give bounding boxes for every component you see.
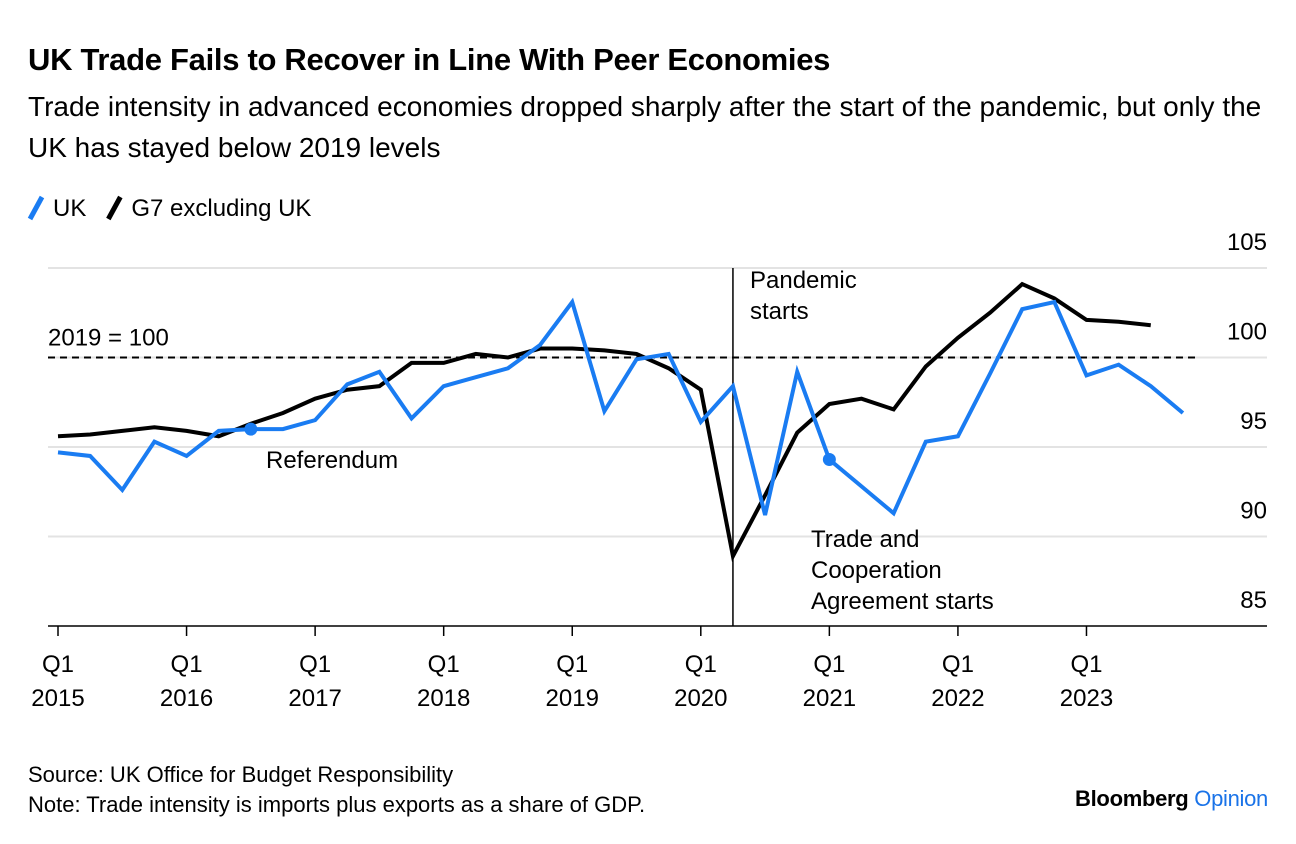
series-line [57,297,1185,517]
reference-label: 2019 = 100 [48,325,169,352]
y-tick-label: 100 [1227,319,1267,346]
x-tick-label: Q1 2016 [160,651,213,712]
x-tick-label-line: 2020 [674,685,727,712]
footer: Source: UK Office for Budget Responsibil… [28,760,645,820]
annotation-line: Referendum [266,447,398,474]
event-dot [244,422,258,436]
x-tick-label-line: Q1 [299,651,331,678]
chart-title: UK Trade Fails to Recover in Line With P… [28,42,831,77]
annotation: Referendum [266,447,398,474]
x-tick-label-line: 2023 [1060,685,1113,712]
x-tick-label-line: Q1 [813,651,845,678]
y-tick-label: 95 [1240,408,1267,435]
x-tick-label-line: Q1 [556,651,588,678]
x-tick-label-line: 2019 [546,685,599,712]
x-tick-label-line: Q1 [1070,651,1102,678]
y-tick-label: 90 [1240,498,1267,525]
legend-label: G7 excluding UK [131,195,311,222]
annotation: Pandemic starts [750,267,857,325]
x-tick-label: Q1 2021 [803,651,856,712]
x-tick-label: Q1 2017 [288,651,341,712]
annotation-line: starts [750,298,809,325]
source: Source: UK Office for Budget Responsibil… [28,762,454,787]
brand-opinion: Opinion [1194,786,1268,811]
annotation-line: Pandemic [750,267,857,294]
x-tick-label: Q1 2019 [546,651,599,712]
annotation: Trade and Cooperation Agreement starts [811,526,994,615]
y-tick-label: 105 [1227,229,1267,256]
x-tick-label-line: Q1 [428,651,460,678]
x-tick-label: Q1 2018 [417,651,470,712]
event-dot [822,453,836,467]
x-tick-label: Q1 2020 [674,651,727,712]
annotation-line: Cooperation [811,557,942,584]
legend-label: UK [53,195,86,222]
x-tick-label-line: 2015 [31,685,84,712]
x-tick-label: Q1 2015 [31,651,84,712]
legend-swatch [27,195,45,221]
series-line [57,281,1151,563]
y-tick-label: 85 [1240,587,1267,614]
annotation-line: Agreement starts [811,588,994,615]
x-tick-label-line: Q1 [171,651,203,678]
note: Note: Trade intensity is imports plus ex… [28,792,646,817]
brand: Bloomberg Opinion [1075,786,1268,812]
x-tick-label-line: 2017 [288,685,341,712]
x-tick-label-line: 2022 [931,685,984,712]
x-tick-label-line: Q1 [42,651,74,678]
x-tick-label: Q1 2022 [931,651,984,712]
annotation-line: Trade and [811,526,920,553]
x-tick-label-line: 2018 [417,685,470,712]
x-tick-label-line: 2021 [803,685,856,712]
chart-subtitle: Trade intensity in advanced economies dr… [28,91,1262,163]
brand-name: Bloomberg [1075,786,1189,811]
x-tick-label-line: Q1 [942,651,974,678]
x-tick-label: Q1 2023 [1060,651,1113,712]
legend-swatch [106,195,123,221]
x-tick-label-line: Q1 [685,651,717,678]
x-tick-label-line: 2016 [160,685,213,712]
